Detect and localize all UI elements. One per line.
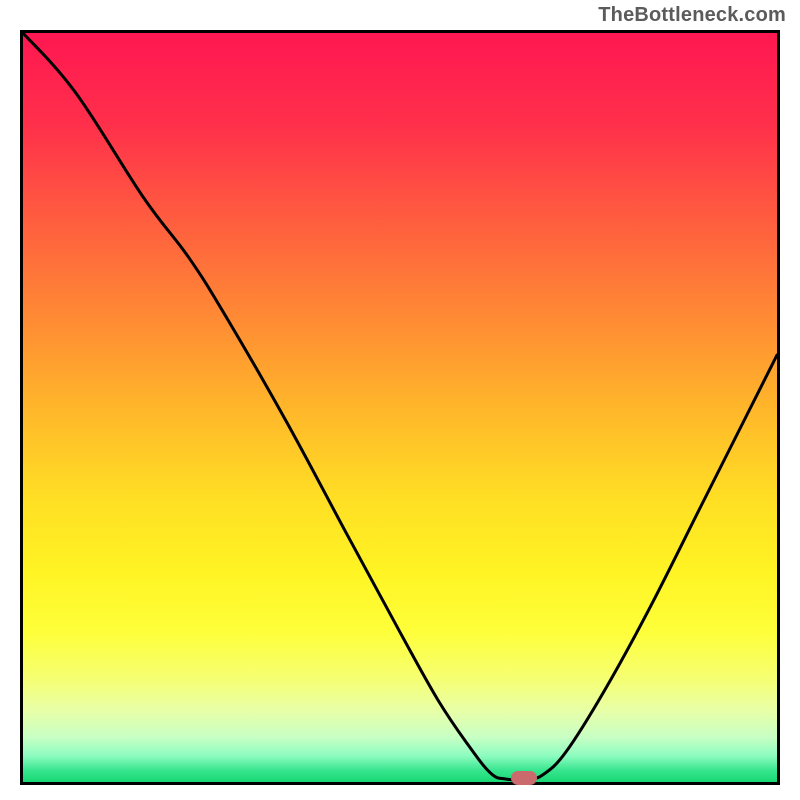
watermark-text: TheBottleneck.com <box>598 4 786 27</box>
curve-layer <box>0 0 800 800</box>
chart-container: TheBottleneck.com <box>0 0 800 800</box>
optimal-marker <box>511 771 537 785</box>
bottleneck-curve <box>23 33 777 780</box>
